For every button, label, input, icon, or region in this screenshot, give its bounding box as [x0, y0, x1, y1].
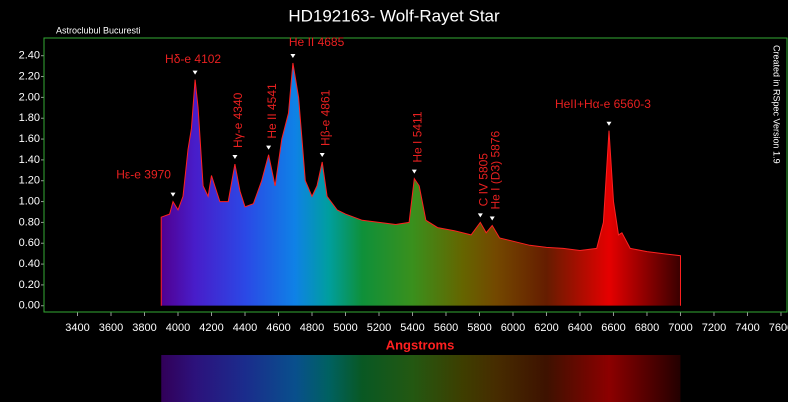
peak-marker [170, 192, 176, 197]
x-tick-label: 4200 [199, 322, 223, 334]
spectrum-line [160, 62, 682, 306]
peak-marker [489, 216, 495, 221]
x-tick-label: 7000 [668, 322, 692, 334]
y-tick-label: 0.60 [19, 237, 40, 249]
x-tick-label: 4000 [166, 322, 190, 334]
peak-marker [319, 152, 325, 157]
x-tick-label: 7400 [735, 322, 759, 334]
x-tick-label: 6000 [501, 322, 525, 334]
subtitle: Astroclubul Bucuresti [56, 25, 141, 35]
peak-marker [606, 121, 612, 126]
annotation: Hγ-e 4340 [231, 92, 245, 148]
plot-border [43, 37, 788, 313]
y-tick-label: 2.40 [19, 50, 40, 62]
y-tick-label: 0.40 [19, 258, 40, 270]
x-tick-label: 5000 [333, 322, 357, 334]
y-tick-label: 0.00 [19, 300, 40, 312]
chart-title: HD192163- Wolf-Rayet Star [288, 6, 500, 25]
x-tick-label: 4800 [300, 322, 324, 334]
x-tick-label: 5800 [467, 322, 491, 334]
y-tick-label: 2.00 [19, 91, 40, 103]
x-tick-label: 4400 [233, 322, 257, 334]
x-tick-label: 7200 [702, 322, 726, 334]
y-tick-label: 1.00 [19, 195, 40, 207]
annotation: Hε-e 3970 [116, 168, 171, 182]
y-tick-label: 1.60 [19, 133, 40, 145]
y-tick-label: 1.80 [19, 112, 40, 124]
x-tick-label: 5200 [367, 322, 391, 334]
annotation: He II 4685 [289, 35, 345, 49]
x-tick-label: 6200 [534, 322, 558, 334]
annotation: He I (D3) 5876 [488, 130, 502, 209]
x-tick-label: 6600 [601, 322, 625, 334]
peak-marker [232, 155, 238, 160]
x-tick-label: 6400 [568, 322, 592, 334]
peak-marker [477, 213, 483, 218]
y-tick-label: 1.20 [19, 175, 40, 187]
annotation: Hβ-e 4861 [318, 89, 332, 146]
x-tick-label: 5600 [434, 322, 458, 334]
peak-marker [192, 70, 198, 75]
peak-marker [266, 145, 272, 150]
x-tick-label: 3400 [65, 322, 89, 334]
x-tick-label: 5400 [400, 322, 424, 334]
x-axis-label: Angstroms [386, 337, 455, 352]
peak-marker [290, 54, 296, 59]
x-tick-label: 6800 [635, 322, 659, 334]
annotation: HeII+Hα-e 6560-3 [555, 97, 651, 111]
peak-marker [411, 169, 417, 174]
annotation: Hδ-e 4102 [165, 52, 221, 66]
y-tick-label: 1.40 [19, 154, 40, 166]
x-tick-label: 7600 [769, 322, 788, 334]
y-tick-label: 0.20 [19, 279, 40, 291]
annotation: C IV 5805 [476, 153, 490, 207]
annotation: He II 4541 [265, 83, 279, 139]
y-tick-label: 0.80 [19, 216, 40, 228]
y-tick-label: 2.20 [19, 70, 40, 82]
x-tick-label: 3600 [99, 322, 123, 334]
x-tick-label: 4600 [266, 322, 290, 334]
spectrum-strip [161, 355, 681, 402]
credit: Created in RSpec Version 1.9 [772, 45, 782, 164]
annotation: He I 5411 [410, 111, 424, 162]
x-tick-label: 3800 [132, 322, 156, 334]
